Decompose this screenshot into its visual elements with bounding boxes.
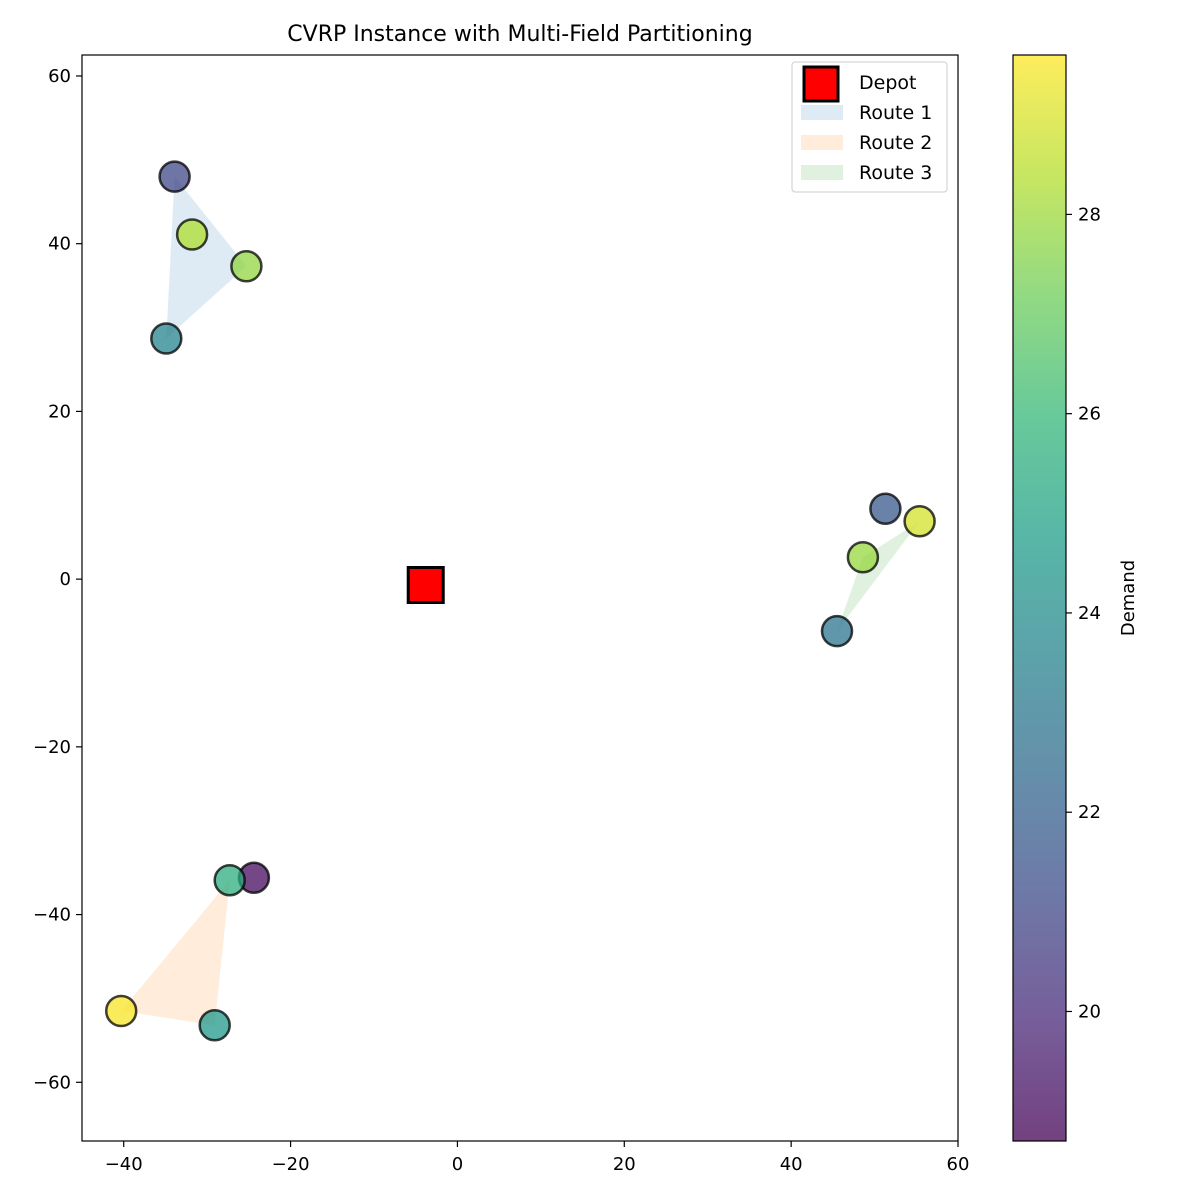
customer-point: [231, 251, 261, 281]
colorbar-tick-label: 28: [1078, 204, 1101, 225]
x-tick-label: 40: [780, 1154, 803, 1175]
legend-route-3-swatch: [801, 165, 843, 180]
customer-point: [151, 324, 181, 354]
colorbar-gradient: [1013, 55, 1066, 1141]
customer-point: [870, 494, 900, 524]
y-tick-label: −20: [33, 737, 71, 758]
depot-marker: [408, 568, 443, 603]
legend-route-1-swatch: [801, 105, 843, 120]
x-tick-label: 60: [947, 1154, 970, 1175]
x-tick-label: 20: [613, 1154, 636, 1175]
y-tick-label: −40: [33, 905, 71, 926]
y-tick-label: 40: [48, 234, 71, 255]
x-tick-label: −40: [105, 1154, 143, 1175]
colorbar-tick-label: 26: [1078, 404, 1101, 425]
legend-route-2-label: Route 2: [859, 132, 932, 154]
customer-point: [848, 542, 878, 572]
legend-depot-marker: [804, 67, 838, 101]
customer-point: [106, 996, 136, 1026]
legend: Depot Route 1 Route 2 Route 3: [792, 62, 947, 192]
legend-depot-label: Depot: [859, 72, 916, 94]
route-2-hull: [121, 880, 230, 1025]
y-tick-label: 0: [60, 569, 71, 590]
customer-point: [215, 865, 245, 895]
customer-point: [177, 220, 207, 250]
x-tick-label: −20: [272, 1154, 310, 1175]
colorbar: 20 22 24 26 28 Demand: [1013, 55, 1139, 1141]
legend-route-3-label: Route 3: [859, 162, 932, 184]
colorbar-tick-label: 22: [1078, 802, 1101, 823]
chart-title: CVRP Instance with Multi-Field Partition…: [287, 22, 752, 47]
legend-route-2-swatch: [801, 135, 843, 150]
route-3-hull: [837, 521, 920, 631]
plot-area: −40 −20 0 20 40 60 −60 −40 −20 0 20 40 60: [33, 55, 969, 1175]
colorbar-label: Demand: [1118, 560, 1139, 636]
y-tick-label: 60: [48, 66, 71, 87]
colorbar-tick-label: 24: [1078, 603, 1101, 624]
x-tick-label: 0: [452, 1154, 463, 1175]
customer-point: [822, 616, 852, 646]
customer-point: [905, 506, 935, 536]
y-tick-label: 20: [48, 401, 71, 422]
legend-route-1-label: Route 1: [859, 102, 932, 124]
customer-point: [200, 1010, 230, 1040]
customer-point: [160, 162, 190, 192]
colorbar-tick-label: 20: [1078, 1001, 1101, 1022]
y-tick-label: −60: [33, 1072, 71, 1093]
